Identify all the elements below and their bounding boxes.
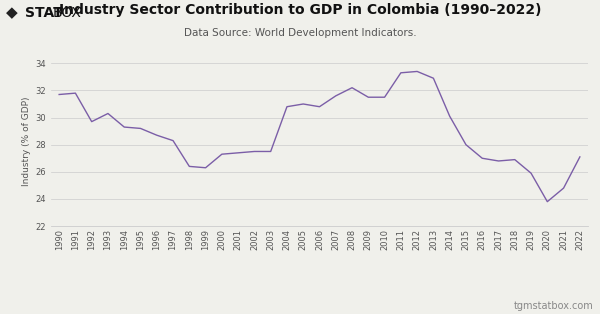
Text: tgmstatbox.com: tgmstatbox.com	[514, 301, 594, 311]
Y-axis label: Industry (% of GDP): Industry (% of GDP)	[22, 96, 31, 186]
Text: BOX: BOX	[53, 6, 82, 20]
Text: ◆: ◆	[6, 5, 18, 20]
Text: Industry Sector Contribution to GDP in Colombia (1990–2022): Industry Sector Contribution to GDP in C…	[59, 3, 541, 17]
Text: STAT: STAT	[25, 6, 63, 20]
Text: Data Source: World Development Indicators.: Data Source: World Development Indicator…	[184, 28, 416, 38]
